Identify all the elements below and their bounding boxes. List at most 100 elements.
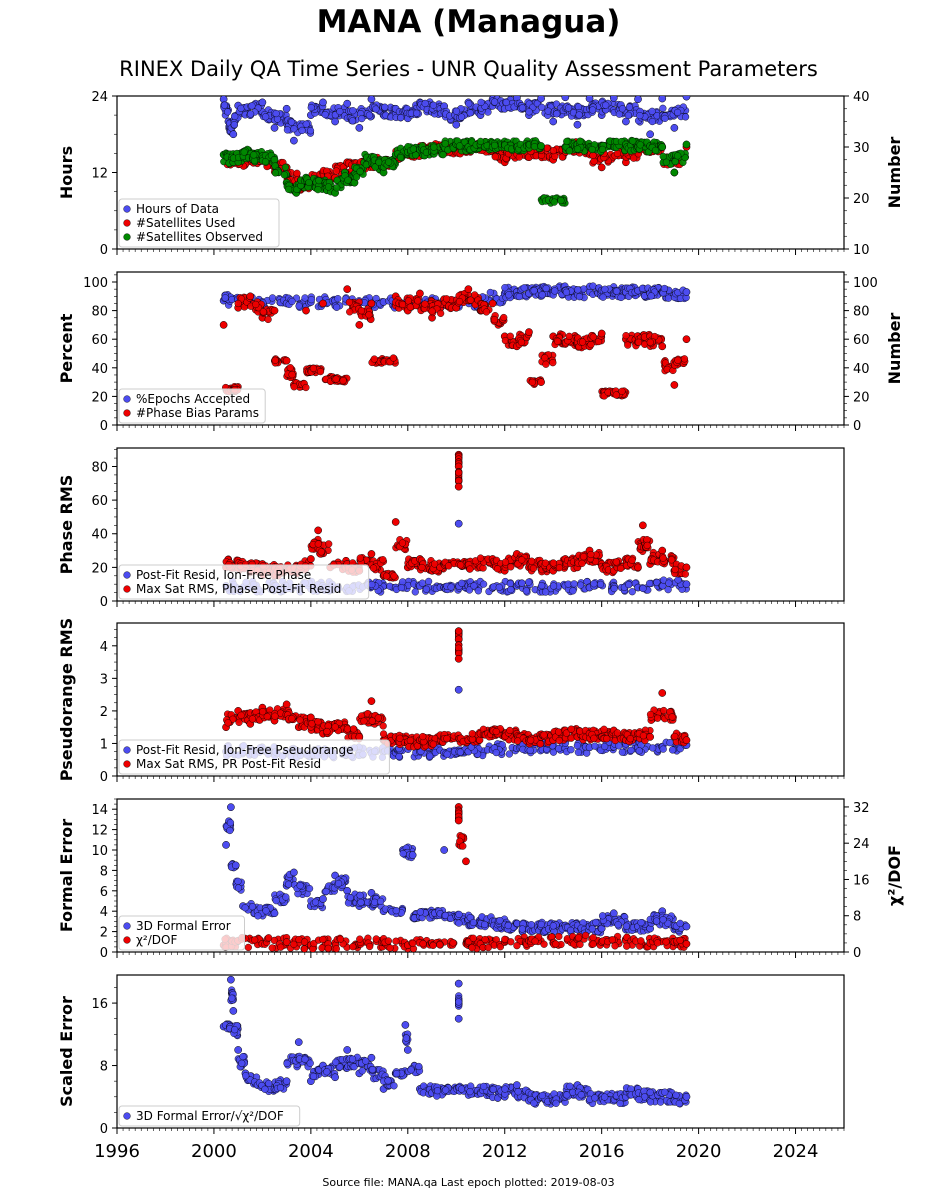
data-point-red [612, 391, 620, 399]
data-point-red [492, 728, 500, 736]
data-point-blue [348, 117, 357, 125]
legend-box [118, 198, 280, 248]
data-point-red [618, 387, 626, 395]
data-point-blue [413, 109, 421, 117]
data-point-red [493, 565, 502, 573]
data-point-red [263, 713, 271, 721]
data-point-blue [570, 580, 578, 588]
data-point-red [471, 291, 479, 299]
data-point-blue [506, 579, 514, 588]
data-point-red [406, 736, 414, 745]
data-point-red [259, 308, 267, 316]
data-point-blue [474, 587, 482, 595]
data-point-red [445, 562, 453, 570]
data-point-green [261, 158, 270, 166]
data-point-red [374, 714, 382, 722]
data-point-red [514, 737, 522, 745]
legend-label: Max Sat RMS, Phase Post-Fit Resid [136, 582, 341, 596]
data-point-red [455, 468, 463, 477]
data-point-red [617, 564, 625, 572]
data-point-red [555, 564, 564, 572]
data-point-red [302, 306, 310, 315]
data-point-red [549, 359, 557, 367]
data-point-red [507, 563, 515, 571]
data-point-red [670, 381, 679, 389]
legend-marker [123, 571, 131, 579]
data-point-red [314, 718, 322, 726]
data-point-red [506, 332, 514, 340]
data-point-red [224, 719, 232, 727]
data-point-blue [589, 282, 597, 290]
data-point-red [369, 564, 378, 572]
data-point-green [356, 167, 364, 176]
data-point-blue [466, 109, 474, 117]
data-point-green [385, 158, 393, 166]
data-point-green [659, 152, 667, 161]
legend-box [118, 388, 266, 424]
data-point-red [282, 700, 291, 709]
data-point-blue [682, 580, 691, 589]
data-point-red [482, 308, 490, 316]
data-point-red [639, 521, 647, 530]
data-point-blue [231, 112, 239, 121]
data-point-red [346, 308, 354, 316]
y-right-tick-label: 20 [853, 192, 870, 207]
data-point-green [271, 169, 280, 177]
data-point-blue [575, 111, 583, 119]
data-point-blue [639, 584, 647, 593]
data-point-green [629, 137, 637, 145]
data-point-blue [302, 120, 310, 128]
data-point-blue [549, 582, 558, 590]
data-point-red [506, 726, 514, 735]
data-point-blue [290, 136, 298, 145]
data-point-blue [590, 580, 598, 588]
data-point-blue [682, 288, 691, 296]
data-point-red [248, 715, 257, 723]
y-right-tick-label: 0 [853, 419, 861, 434]
chart-subtitle: RINEX Daily QA Time Series - UNR Quality… [119, 57, 818, 81]
data-point-blue [625, 103, 634, 111]
data-point-red [646, 338, 654, 346]
data-point-green [441, 140, 449, 148]
data-point-blue [646, 130, 654, 139]
data-point-green [371, 163, 379, 171]
data-point-red [589, 333, 597, 341]
data-point-green [270, 155, 279, 164]
data-point-blue [553, 110, 561, 118]
data-point-blue [319, 98, 327, 107]
data-point-red [597, 329, 606, 338]
data-point-red [308, 720, 316, 728]
y-right-axis-label: Number [885, 313, 904, 385]
data-point-red [367, 299, 376, 308]
data-point-red [343, 725, 352, 733]
y-tick-label: 12 [91, 167, 108, 182]
data-point-blue [627, 746, 635, 754]
data-point-red [370, 355, 378, 363]
data-point-blue [542, 588, 550, 596]
data-point-blue [395, 752, 403, 761]
data-point-blue [618, 105, 627, 113]
data-point-green [588, 145, 596, 154]
data-point-red [659, 554, 667, 562]
data-point-blue [270, 124, 279, 132]
data-point-red [317, 548, 325, 556]
data-points [219, 96, 691, 207]
data-point-red [476, 554, 485, 562]
data-point-red [630, 154, 638, 162]
data-point-red [668, 556, 676, 564]
data-point-green [670, 168, 679, 177]
data-point-blue [537, 96, 545, 103]
y-right-tick-label: 40 [853, 90, 870, 105]
y-tick-label: 0 [100, 595, 108, 610]
data-point-red [578, 559, 586, 567]
y-right-tick-label: 10 [853, 243, 870, 258]
data-point-blue [224, 108, 232, 116]
data-point-blue [647, 292, 655, 300]
data-point-green [333, 184, 341, 192]
data-point-green [305, 178, 313, 187]
data-point-blue [290, 125, 298, 133]
data-point-red [442, 295, 451, 303]
data-point-green [574, 145, 582, 153]
data-point-green [281, 163, 290, 171]
